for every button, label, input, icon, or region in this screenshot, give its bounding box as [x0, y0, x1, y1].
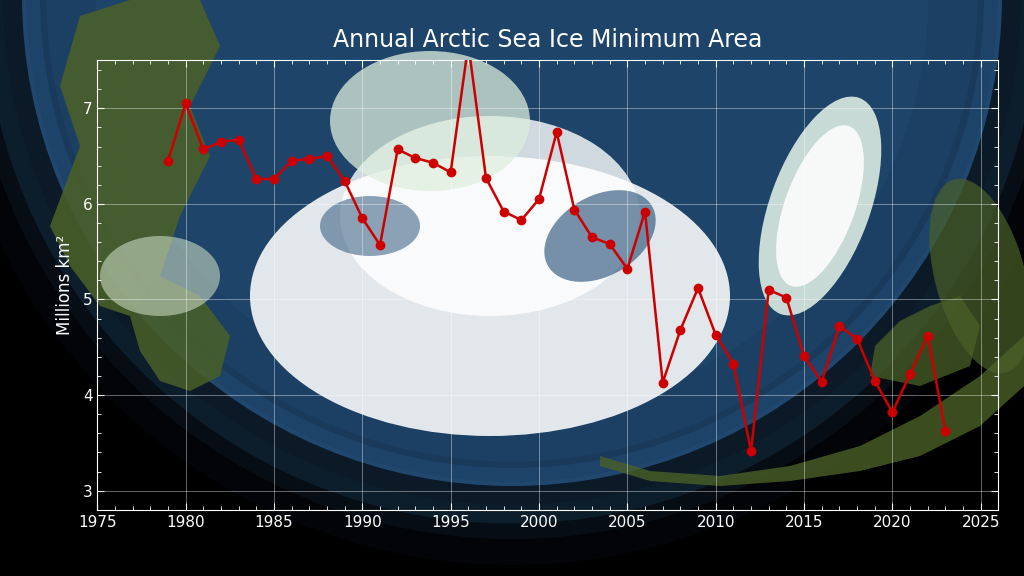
Polygon shape: [870, 296, 980, 386]
Ellipse shape: [250, 156, 730, 436]
Circle shape: [95, 0, 929, 412]
Circle shape: [46, 0, 978, 461]
Title: Annual Arctic Sea Ice Minimum Area: Annual Arctic Sea Ice Minimum Area: [333, 28, 763, 52]
Ellipse shape: [100, 236, 220, 316]
Polygon shape: [600, 336, 1024, 486]
Ellipse shape: [319, 196, 420, 256]
Ellipse shape: [330, 51, 530, 191]
Ellipse shape: [545, 190, 655, 282]
Polygon shape: [50, 0, 220, 316]
Ellipse shape: [930, 179, 1024, 373]
Circle shape: [22, 0, 1002, 486]
Ellipse shape: [776, 125, 864, 287]
Y-axis label: Millions km²: Millions km²: [56, 235, 75, 335]
Ellipse shape: [759, 97, 882, 316]
Polygon shape: [130, 276, 230, 391]
Ellipse shape: [340, 116, 640, 316]
